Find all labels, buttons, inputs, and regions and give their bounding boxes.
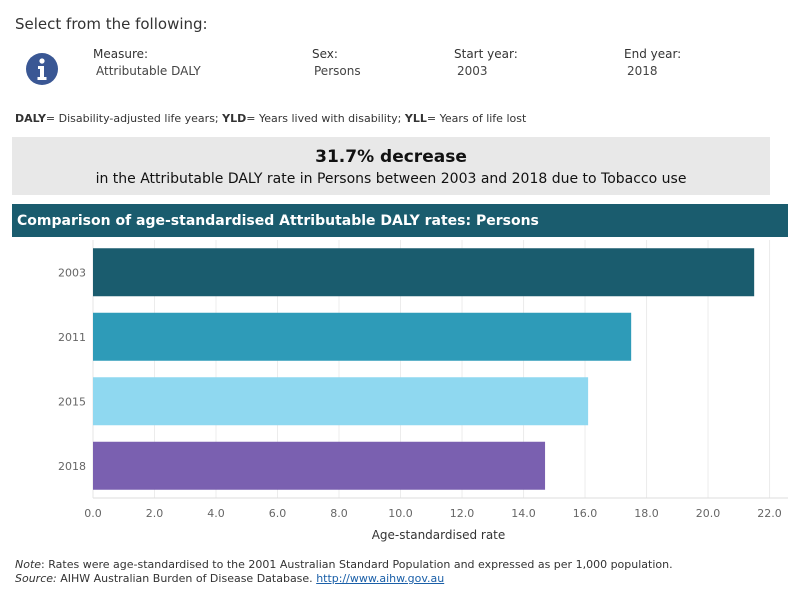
bar-2003 xyxy=(93,248,755,297)
measure-select[interactable]: Attributable DALY xyxy=(96,64,201,78)
x-tick-label: 4.0 xyxy=(207,507,225,520)
yld-def: = Years lived with disability; xyxy=(246,112,402,125)
x-tick-label: 10.0 xyxy=(388,507,413,520)
start-year-label: Start year: xyxy=(454,47,518,61)
summary-box: 31.7% decrease in the Attributable DALY … xyxy=(12,137,770,195)
x-axis-title: Age-standardised rate xyxy=(372,528,506,542)
summary-text: in the Attributable DALY rate in Persons… xyxy=(95,171,687,187)
x-tick-label: 14.0 xyxy=(511,507,536,520)
yld-abbr: YLD xyxy=(222,112,247,125)
chart-header-title: Comparison of age-standardised Attributa… xyxy=(17,213,539,229)
bar-2015 xyxy=(93,377,589,426)
bar-2018 xyxy=(93,441,546,490)
note-line: Note: Rates were age-standardised to the… xyxy=(15,558,673,572)
end-year-label: End year: xyxy=(624,47,682,61)
bar-chart: 2003 2011 2015 2018 0.0 2.0 4.0 6.0 8.0 10.0 12.0 1… xyxy=(58,240,788,542)
y-tick-label: 2003 xyxy=(58,266,86,279)
source-link[interactable]: http://www.aihw.gov.au xyxy=(316,572,445,585)
daly-abbr: DALY xyxy=(15,112,46,125)
x-tick-label: 18.0 xyxy=(634,507,659,520)
chart-header: Comparison of age-standardised Attributa… xyxy=(12,204,788,237)
measure-label: Measure: xyxy=(93,47,149,61)
x-tick-label: 6.0 xyxy=(269,507,287,520)
daly-def: = Disability-adjusted life years; xyxy=(45,112,219,125)
footer-notes: Note: Rates were age-standardised to the… xyxy=(15,558,673,586)
selector-title: Select from the following: xyxy=(15,15,208,33)
x-tick-label: 22.0 xyxy=(757,507,782,520)
y-tick-label: 2015 xyxy=(58,395,86,408)
y-tick-label: 2018 xyxy=(58,460,86,473)
end-year-select[interactable]: 2018 xyxy=(627,64,658,78)
sex-select[interactable]: Persons xyxy=(314,64,361,78)
yll-abbr: YLL xyxy=(404,112,427,125)
glossary: DALY= Disability-adjusted life years; YL… xyxy=(15,112,526,125)
source-text: AIHW Australian Burden of Disease Databa… xyxy=(56,572,317,585)
note-text: : Rates were age-standardised to the 200… xyxy=(41,558,673,571)
x-tick-label: 20.0 xyxy=(696,507,721,520)
yll-def: = Years of life lost xyxy=(426,112,527,125)
x-tick-label: 12.0 xyxy=(450,507,475,520)
note-label: Note xyxy=(15,558,42,571)
summary-headline: 31.7% decrease xyxy=(315,147,467,167)
sex-label: Sex: xyxy=(312,47,338,61)
x-tick-label: 2.0 xyxy=(146,507,164,520)
info-circle-icon[interactable] xyxy=(25,52,59,86)
source-label: Source: xyxy=(15,572,57,585)
x-tick-label: 8.0 xyxy=(330,507,348,520)
y-tick-label: 2011 xyxy=(58,331,86,344)
x-tick-label: 0.0 xyxy=(84,507,102,520)
x-tick-label: 16.0 xyxy=(573,507,598,520)
bar-2011 xyxy=(93,312,632,361)
source-line: Source: AIHW Australian Burden of Diseas… xyxy=(15,572,673,586)
start-year-select[interactable]: 2003 xyxy=(457,64,488,78)
